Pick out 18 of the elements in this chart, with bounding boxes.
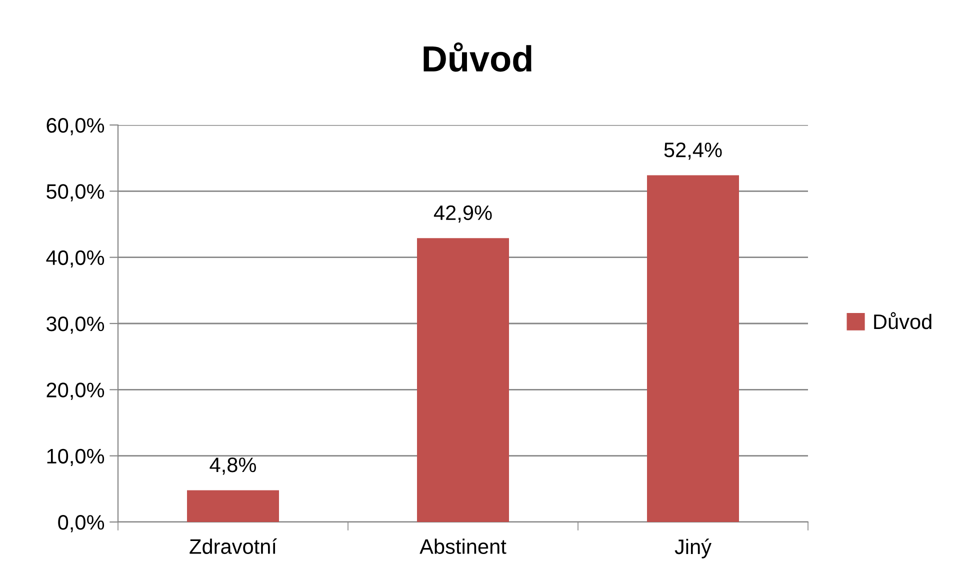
chart-title: Důvod [424,42,532,72]
legend-label: Důvod [874,312,932,330]
x-tick-label: Abstinent [420,538,506,554]
bar [417,238,509,522]
y-tick-label: 10,0% [47,448,104,466]
bar [187,490,279,522]
data-label: 52,4% [664,142,722,160]
y-tick-label: 40,0% [46,250,104,268]
y-tick-label: 50,0% [46,184,104,202]
y-tick-label: 20,0% [46,382,104,400]
x-tick-label: Jiný [674,538,712,558]
data-label: 42,9% [434,205,492,223]
bar [647,175,739,522]
y-tick-label: 30,0% [46,316,104,334]
x-tick-label: Zdravotní [190,538,277,554]
y-tick-label: 0,0% [58,515,104,532]
data-label: 4,8% [210,457,256,475]
y-tick-label: 60,0% [46,118,104,136]
